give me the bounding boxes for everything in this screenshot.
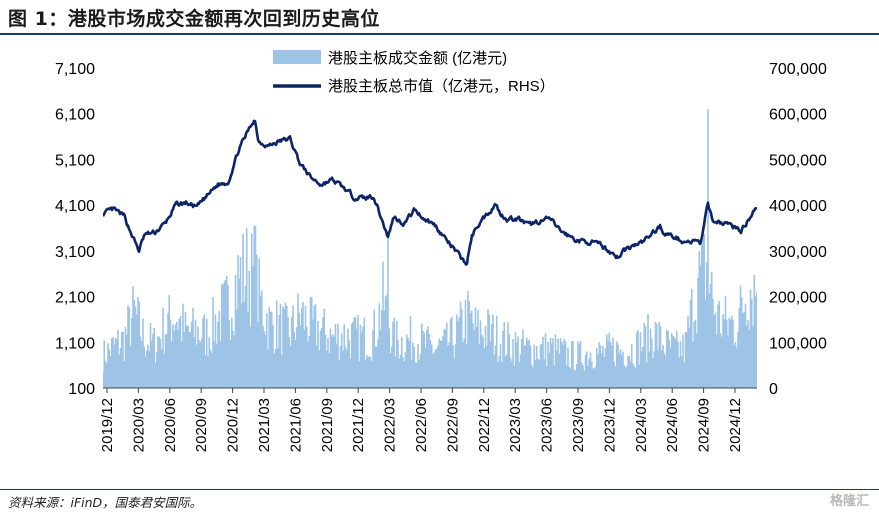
x-tick-label: 2024/06 [664,398,681,452]
right-tick-label: 700,000 [769,61,827,78]
left-tick-label: 5,100 [55,152,95,169]
volume-area-layer [103,109,757,388]
left-tick-label: 7,100 [55,61,95,78]
left-tick-label: 100 [68,381,95,398]
legend-swatch-volume [273,50,321,64]
footer-rule [0,489,879,490]
right-tick-label: 400,000 [769,198,827,215]
right-tick-label: 600,000 [769,107,827,124]
market-cap-line [103,119,757,266]
left-tick-label: 6,100 [55,107,95,124]
x-tick-label: 2024/09 [696,398,713,452]
watermark-logo: 格隆汇 [829,494,869,509]
x-tick-label: 2024/03 [633,398,650,452]
x-tick-label: 2020/06 [162,398,179,452]
x-tick-label: 2021/12 [350,398,367,452]
title-rule [0,33,879,35]
x-tick-label: 2023/06 [539,398,556,452]
x-tick-label: 2023/03 [507,398,524,452]
x-tick-label: 2020/12 [225,398,242,452]
x-tick-label: 2023/12 [601,398,618,452]
x-tick-label: 2022/09 [444,398,461,452]
axes: 7,100 6,100 5,100 4,100 3,100 2,100 1,100 100 70… [55,61,827,452]
figure-title: 图 1：港股市场成交金额再次回到历史高位 [8,8,380,30]
right-tick-label: 300,000 [769,244,827,261]
x-tick-label: 2022/06 [413,398,430,452]
right-tick-label: 100,000 [769,335,827,352]
x-tick-label: 2023/09 [570,398,587,452]
x-tick-label: 2024/12 [727,398,744,452]
x-tick-label: 2020/03 [130,398,147,452]
left-tick-label: 3,100 [55,244,95,261]
right-tick-label: 500,000 [769,152,827,169]
right-tick-label: 200,000 [769,290,827,307]
x-tick-label: 2019/12 [99,398,116,452]
left-tick-label: 1,100 [55,335,95,352]
x-tick-label: 2022/12 [476,398,493,452]
x-tick-label: 2020/09 [193,398,210,452]
x-tick-label: 2021/03 [256,398,273,452]
left-tick-label: 2,100 [55,290,95,307]
market-cap-line-layer [103,119,757,266]
volume-bars [103,109,757,388]
x-tick-label: 2022/03 [382,398,399,452]
x-tick-label: 2021/09 [319,398,336,452]
legend: 港股主板成交金额 (亿港元) 港股主板总市值（亿港元，RHS） [273,49,555,95]
chart: 7,100 6,100 5,100 4,100 3,100 2,100 1,100 100 70… [55,49,827,452]
left-tick-label: 4,100 [55,198,95,215]
legend-label-marketcap: 港股主板总市值（亿港元，RHS） [328,77,555,95]
source-note: 资料来源：iFinD，国泰君安国际。 [8,495,203,510]
x-tick-label: 2021/06 [287,398,304,452]
legend-label-volume: 港股主板成交金额 (亿港元) [328,49,507,67]
right-tick-label: 0 [769,381,778,398]
